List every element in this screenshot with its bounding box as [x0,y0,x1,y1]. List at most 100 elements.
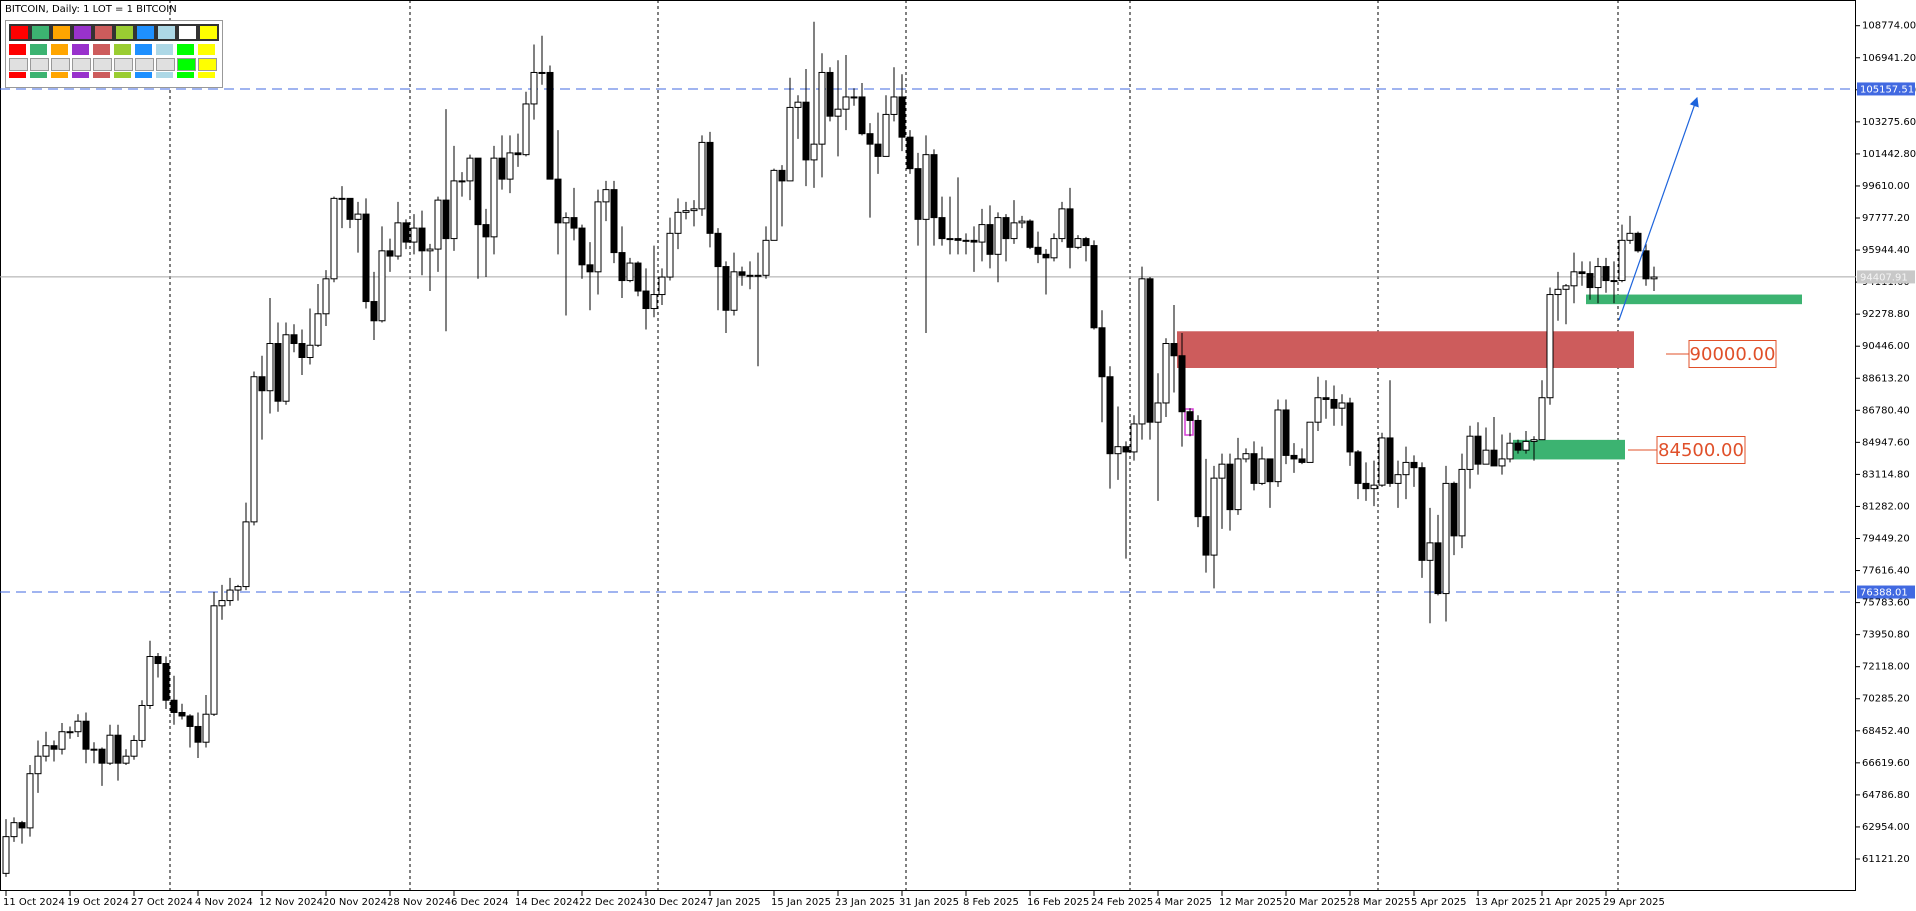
color-swatch[interactable] [51,24,72,41]
color-swatch[interactable] [135,58,154,71]
candle-body [98,748,106,764]
x-tick-label: 4 Nov 2024 [195,897,253,908]
color-swatch[interactable] [9,58,28,71]
candle-body [130,739,138,757]
color-swatch[interactable] [51,44,68,55]
color-swatch[interactable] [9,44,26,55]
candle-body [738,271,746,276]
candle-body [282,334,290,402]
color-swatch[interactable] [156,72,173,78]
color-swatch[interactable] [114,58,133,71]
color-swatch[interactable] [72,24,93,41]
candle-body [1194,419,1202,518]
x-tick-label: 12 Mar 2025 [1219,897,1282,908]
candle-body [1130,423,1138,453]
candle-body [210,605,218,715]
price-label-bg [1857,270,1915,284]
color-swatch[interactable] [72,58,91,71]
candle-body [74,720,82,733]
candle-body [138,704,146,741]
x-tick-label: 5 Apr 2025 [1411,897,1466,908]
color-swatch[interactable] [156,44,173,55]
candle-body [314,313,322,346]
color-swatch[interactable] [72,44,89,55]
candle-body [10,822,18,838]
color-swatch[interactable] [177,44,194,55]
candle-body [1466,435,1474,470]
candle-body [546,71,554,180]
color-swatch[interactable] [51,58,70,71]
color-swatch[interactable] [93,24,114,41]
color-swatch[interactable] [198,44,215,55]
candle-body [18,822,26,829]
candle-body [1506,442,1514,460]
color-swatch[interactable] [135,24,156,41]
candle-body [418,227,426,252]
candle-body [1010,222,1018,240]
y-tick-label: 66619.60 [1862,758,1910,769]
color-swatch[interactable] [30,72,47,78]
candle-body [1362,482,1370,490]
y-tick-label: 88613.20 [1862,373,1910,384]
color-swatch[interactable] [72,72,89,78]
color-swatch[interactable] [9,24,30,41]
color-swatch[interactable] [93,58,112,71]
color-swatch[interactable] [177,58,196,71]
x-tick-label: 24 Feb 2025 [1091,897,1153,908]
candle-body [1186,411,1194,421]
color-palette[interactable] [5,20,223,88]
x-tick-label: 4 Mar 2025 [1155,897,1212,908]
candle-body [970,239,978,243]
color-swatch[interactable] [198,24,219,41]
color-swatch[interactable] [156,24,177,41]
color-swatch[interactable] [156,58,175,71]
candle-body [1026,220,1034,248]
y-tick-label: 84947.60 [1862,437,1910,448]
candle-body [450,180,458,240]
candle-body [1594,266,1602,289]
y-tick-label: 73950.80 [1862,630,1910,641]
x-tick-label: 16 Feb 2025 [1027,897,1089,908]
candle-body [938,217,946,240]
candle-body [34,755,42,775]
candle-body [298,343,306,358]
candle-body [1626,232,1634,241]
candle-body [442,199,450,240]
candle-body [570,217,578,229]
color-swatch[interactable] [30,44,47,55]
candle-body [1098,327,1106,378]
y-tick-label: 99610.00 [1862,181,1910,192]
color-swatch[interactable] [9,72,26,78]
candle-body [1058,208,1066,240]
color-swatch[interactable] [114,72,131,78]
color-swatch[interactable] [51,72,68,78]
color-swatch[interactable] [177,72,194,78]
color-swatch[interactable] [198,72,215,78]
level-label: 105157.51 [1860,84,1914,95]
zone-label: 84500.00 [1658,440,1744,461]
color-swatch[interactable] [30,58,49,71]
color-swatch[interactable] [177,24,198,41]
color-swatch[interactable] [114,24,135,41]
candle-body [386,250,394,257]
x-tick-label: 20 Nov 2024 [323,897,387,908]
candle-body [1554,288,1562,296]
candle-body [50,745,58,750]
color-swatch[interactable] [93,72,110,78]
candle-body [498,157,506,180]
zone-label-box [1656,436,1746,464]
color-swatch[interactable] [135,72,152,78]
level-label-bg [1857,82,1915,96]
color-swatch[interactable] [114,44,131,55]
candle-body [786,106,794,182]
color-swatch[interactable] [30,24,51,41]
y-tick-label: 83114.80 [1862,469,1910,480]
candle-body [762,239,770,276]
color-swatch[interactable] [198,58,217,71]
x-tick-label: 6 Dec 2024 [451,897,509,908]
x-tick-label: 30 Dec 2024 [643,897,707,908]
color-swatch[interactable] [93,44,110,55]
color-swatch[interactable] [135,44,152,55]
candle-body [618,252,626,282]
candle-body [642,290,650,310]
